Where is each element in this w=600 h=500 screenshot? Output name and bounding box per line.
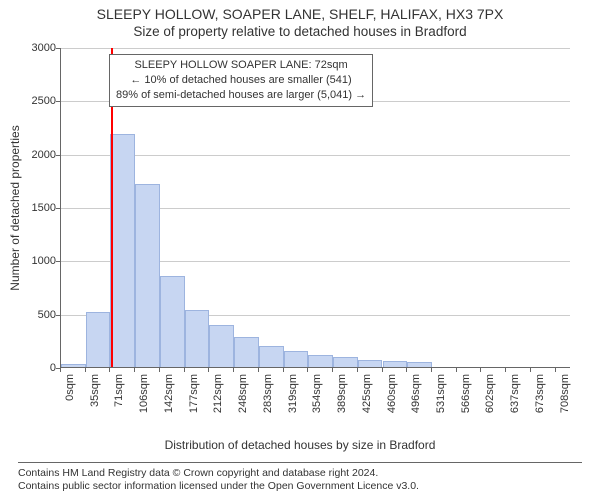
- annotation-line: SLEEPY HOLLOW SOAPER LANE: 72sqm: [116, 58, 366, 73]
- x-tick-mark: [159, 368, 160, 372]
- gridline: [61, 48, 570, 49]
- histogram-bar: [308, 355, 333, 367]
- y-tick-label: 1000: [0, 255, 56, 267]
- x-tick-mark: [233, 368, 234, 372]
- histogram-bar: [86, 312, 111, 367]
- x-tick-mark: [134, 368, 135, 372]
- histogram-bar: [110, 134, 135, 367]
- x-tick-label: 142sqm: [163, 374, 175, 434]
- histogram-bar: [209, 325, 234, 367]
- histogram-bar: [284, 351, 309, 367]
- y-tick-label: 500: [0, 309, 56, 321]
- license-line: Contains public sector information licen…: [18, 480, 582, 494]
- x-tick-mark: [382, 368, 383, 372]
- x-tick-mark: [307, 368, 308, 372]
- x-tick-label: 35sqm: [89, 374, 101, 434]
- x-tick-label: 460sqm: [386, 374, 398, 434]
- histogram-bar: [358, 360, 383, 367]
- histogram-bar: [333, 357, 358, 367]
- x-tick-mark: [530, 368, 531, 372]
- license-text: Contains HM Land Registry data © Crown c…: [18, 462, 582, 494]
- x-tick-mark: [406, 368, 407, 372]
- y-tick-label: 2000: [0, 149, 56, 161]
- x-tick-mark: [283, 368, 284, 372]
- histogram-bar: [259, 346, 284, 367]
- x-tick-mark: [456, 368, 457, 372]
- annotation-line: ← 10% of detached houses are smaller (54…: [116, 73, 366, 88]
- x-tick-label: 637sqm: [509, 374, 521, 434]
- x-tick-label: 531sqm: [435, 374, 447, 434]
- y-tick-label: 0: [0, 362, 56, 374]
- x-tick-label: 354sqm: [311, 374, 323, 434]
- x-tick-label: 248sqm: [237, 374, 249, 434]
- x-tick-mark: [85, 368, 86, 372]
- x-tick-label: 673sqm: [534, 374, 546, 434]
- x-tick-label: 177sqm: [188, 374, 200, 434]
- property-size-histogram: SLEEPY HOLLOW, SOAPER LANE, SHELF, HALIF…: [0, 0, 600, 500]
- x-tick-mark: [357, 368, 358, 372]
- annotation-line: 89% of semi-detached houses are larger (…: [116, 88, 366, 103]
- histogram-bar: [383, 361, 408, 367]
- x-tick-mark: [60, 368, 61, 372]
- x-tick-mark: [555, 368, 556, 372]
- x-axis-label: Distribution of detached houses by size …: [0, 438, 600, 452]
- chart-title-sub: Size of property relative to detached ho…: [0, 24, 600, 39]
- x-tick-mark: [505, 368, 506, 372]
- x-tick-label: 389sqm: [336, 374, 348, 434]
- x-tick-label: 319sqm: [287, 374, 299, 434]
- plot-area: SLEEPY HOLLOW SOAPER LANE: 72sqm← 10% of…: [60, 48, 570, 368]
- gridline: [61, 155, 570, 156]
- x-tick-label: 496sqm: [410, 374, 422, 434]
- x-tick-label: 283sqm: [262, 374, 274, 434]
- x-tick-mark: [332, 368, 333, 372]
- histogram-bar: [160, 276, 185, 367]
- x-tick-mark: [109, 368, 110, 372]
- x-tick-label: 212sqm: [212, 374, 224, 434]
- x-tick-label: 71sqm: [113, 374, 125, 434]
- histogram-bar: [135, 184, 160, 367]
- x-tick-label: 602sqm: [484, 374, 496, 434]
- y-tick-label: 3000: [0, 42, 56, 54]
- histogram-bar: [61, 364, 86, 367]
- y-tick-label: 2500: [0, 95, 56, 107]
- x-tick-mark: [258, 368, 259, 372]
- x-tick-mark: [431, 368, 432, 372]
- histogram-bar: [407, 362, 432, 367]
- histogram-bar: [234, 337, 259, 367]
- x-tick-mark: [480, 368, 481, 372]
- x-tick-label: 425sqm: [361, 374, 373, 434]
- x-tick-label: 566sqm: [460, 374, 472, 434]
- x-tick-mark: [208, 368, 209, 372]
- x-tick-label: 708sqm: [559, 374, 571, 434]
- annotation-box: SLEEPY HOLLOW SOAPER LANE: 72sqm← 10% of…: [109, 54, 373, 107]
- histogram-bar: [185, 310, 210, 367]
- x-tick-label: 106sqm: [138, 374, 150, 434]
- x-tick-mark: [184, 368, 185, 372]
- license-line: Contains HM Land Registry data © Crown c…: [18, 467, 582, 481]
- x-tick-label: 0sqm: [64, 374, 76, 434]
- y-tick-label: 1500: [0, 202, 56, 214]
- chart-title-main: SLEEPY HOLLOW, SOAPER LANE, SHELF, HALIF…: [0, 6, 600, 22]
